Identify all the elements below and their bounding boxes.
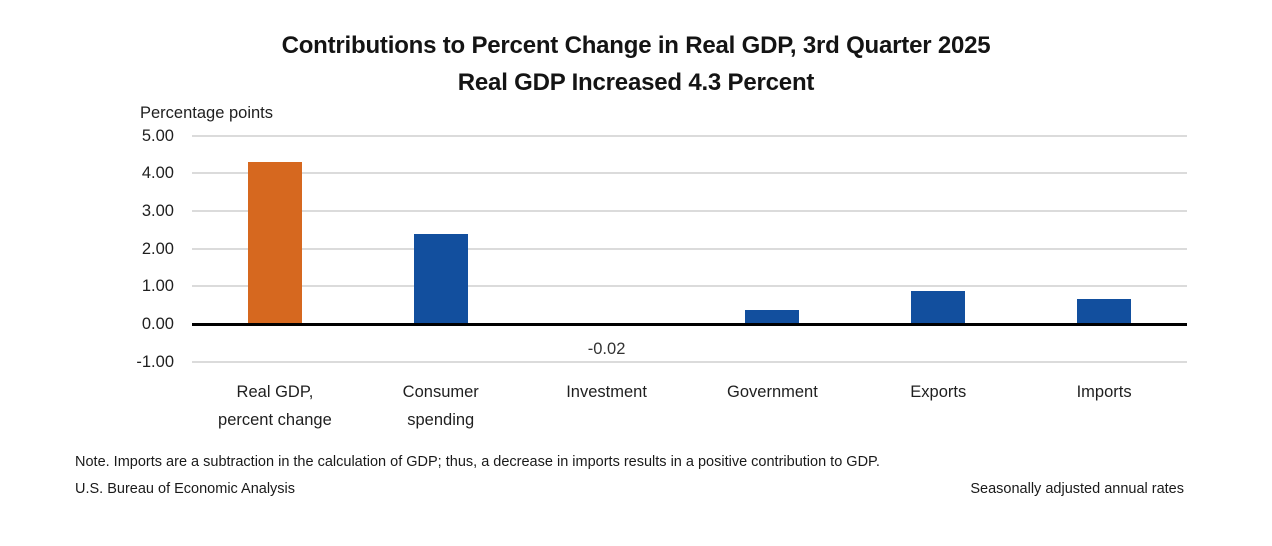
x-category-label: Imports: [1076, 383, 1132, 401]
x-category-label: Exports: [910, 383, 967, 401]
y-tick-label: 5.00: [141, 126, 174, 145]
footnote: Note. Imports are a subtraction in the c…: [75, 454, 880, 470]
x-axis-zero-line: [192, 322, 1187, 326]
bar-value-label: -0.02: [587, 340, 626, 358]
y-tick-label: 3.00: [141, 201, 174, 220]
y-tick-label: 4.00: [141, 164, 174, 183]
adjustment-note: Seasonally adjusted annual rates: [970, 481, 1184, 497]
chart-title-line2: Real GDP Increased 4.3 Percent: [457, 69, 815, 96]
bar-consumer-spending: [413, 233, 468, 324]
gridline-3: [192, 209, 1187, 212]
x-category-label: Real GDP, percent change: [218, 383, 332, 429]
y-tick-label: 1.00: [141, 277, 174, 296]
chart-title: Contributions to Percent Change in Real …: [0, 27, 1272, 101]
x-category-label: Government: [727, 383, 818, 401]
bar-exports: [911, 290, 966, 324]
gridline-4: [192, 172, 1187, 175]
y-tick-label: 0.00: [141, 315, 174, 333]
gridline-1: [192, 285, 1187, 288]
gridline-2: [192, 247, 1187, 250]
gridline-5: [192, 134, 1187, 137]
source-label: U.S. Bureau of Economic Analysis: [75, 481, 296, 497]
x-category-label: Investment: [566, 383, 647, 401]
bar-real-gdp-percent-change: [247, 161, 302, 324]
x-category-label: Consumer spending: [402, 383, 479, 429]
chart-title-line1: Contributions to Percent Change in Real …: [281, 32, 991, 59]
bar-imports: [1077, 299, 1132, 324]
y-tick-label: -1.00: [136, 352, 174, 371]
y-tick-label: 2.00: [141, 239, 174, 258]
y-axis-unit-label: Percentage points: [140, 104, 274, 122]
gridline--1: [192, 360, 1187, 363]
bar-government: [745, 309, 800, 324]
